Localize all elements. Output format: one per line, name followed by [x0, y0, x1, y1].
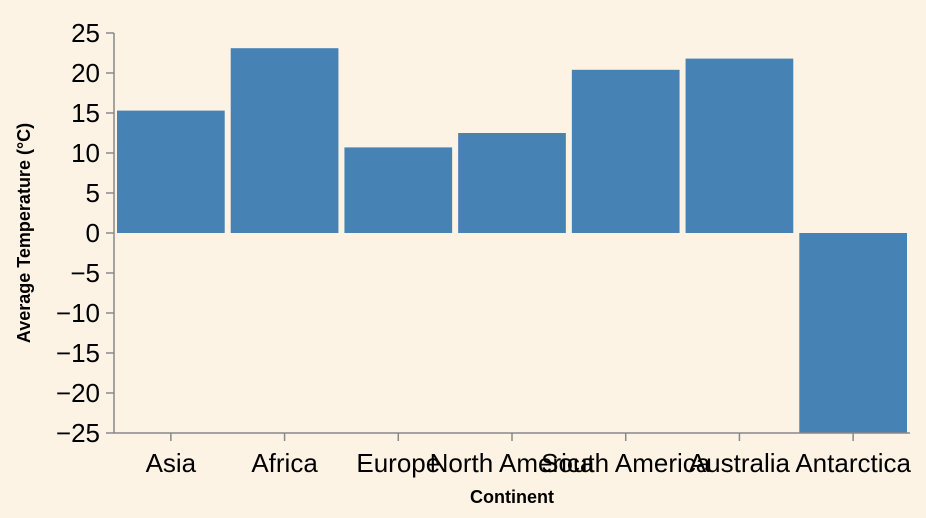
x-tick-label: North America	[430, 448, 595, 478]
x-tick-label: Australia	[689, 448, 791, 478]
y-tick-label: 0	[86, 218, 100, 248]
x-tick-label: Asia	[146, 448, 197, 478]
y-tick-label: −15	[56, 338, 100, 368]
x-tick-label: Antarctica	[795, 448, 911, 478]
x-tick-label: Europe	[356, 448, 440, 478]
y-axis-title: Average Temperature (°C)	[14, 123, 34, 343]
y-tick-label: 20	[71, 58, 100, 88]
x-tick-label: South America	[541, 448, 711, 478]
y-tick-label: −25	[56, 418, 100, 448]
bar-south-america	[571, 69, 680, 233]
y-tick-label: 15	[71, 98, 100, 128]
x-tick-label: Africa	[251, 448, 318, 478]
x-axis-title: Continent	[470, 487, 554, 507]
bar-australia	[685, 58, 794, 233]
bar-africa	[230, 48, 339, 234]
y-tick-label: −20	[56, 378, 100, 408]
bar-asia	[117, 110, 225, 233]
y-tick-label: 25	[71, 18, 100, 48]
y-tick-label: −5	[70, 258, 100, 288]
bars-group	[117, 48, 907, 433]
y-tick-label: 5	[86, 178, 100, 208]
y-axis: 25 20 15 10 5 0 −5 −10 −15 −20 −25	[56, 18, 115, 448]
bar-north-america	[458, 133, 566, 233]
y-tick-label: −10	[56, 298, 100, 328]
bar-europe	[344, 147, 453, 233]
y-tick-label: 10	[71, 138, 100, 168]
bar-antarctica	[799, 233, 907, 433]
